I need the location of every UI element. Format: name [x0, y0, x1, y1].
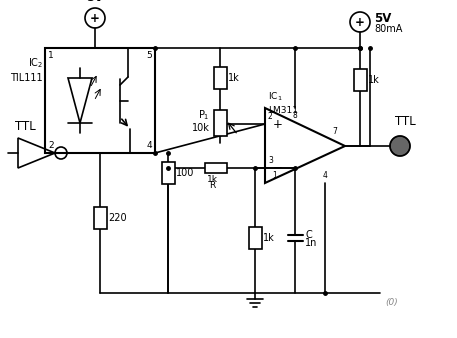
Text: 7: 7 [332, 127, 337, 136]
Text: 100: 100 [176, 168, 194, 178]
Bar [249, 227, 261, 249]
Bar [354, 69, 367, 91]
Text: 1k: 1k [263, 233, 275, 243]
Text: 3: 3 [268, 156, 273, 165]
Text: 4: 4 [146, 141, 152, 150]
Text: 80mA: 80mA [374, 24, 402, 34]
Text: IC$_1$: IC$_1$ [268, 91, 282, 103]
Text: 1n: 1n [305, 238, 317, 248]
Text: +: + [355, 16, 365, 28]
Text: (0): (0) [385, 298, 398, 307]
Text: 220: 220 [108, 213, 127, 223]
Text: 1k: 1k [368, 75, 380, 85]
Bar [213, 67, 227, 89]
Wedge shape [390, 136, 410, 156]
Text: P$_1$: P$_1$ [198, 108, 210, 122]
Text: 1k: 1k [207, 175, 218, 184]
Text: TTL: TTL [15, 120, 36, 133]
Text: 8: 8 [292, 111, 298, 120]
Text: TTL: TTL [395, 115, 415, 128]
Text: 2: 2 [48, 141, 53, 150]
Text: 5: 5 [146, 51, 152, 60]
Bar [94, 207, 106, 229]
Text: −: − [273, 162, 283, 174]
Text: 10k: 10k [192, 123, 210, 133]
Text: 1: 1 [273, 171, 277, 180]
Text: 1k: 1k [228, 73, 240, 83]
Text: +: + [90, 11, 100, 24]
Text: +: + [273, 118, 283, 130]
Text: 4: 4 [323, 171, 327, 180]
Bar [205, 163, 227, 173]
Text: C: C [305, 230, 312, 240]
Text: TIL111: TIL111 [11, 73, 43, 83]
Text: 5V: 5V [86, 0, 104, 4]
Text: LM311: LM311 [268, 106, 298, 115]
Text: 1: 1 [48, 51, 54, 60]
Text: IC$_2$: IC$_2$ [28, 56, 43, 70]
Bar [213, 110, 227, 136]
Bar [161, 162, 175, 184]
Bar [45, 48, 155, 153]
Text: 2: 2 [268, 112, 273, 121]
Text: R: R [209, 181, 215, 190]
Text: 5V: 5V [374, 11, 391, 24]
